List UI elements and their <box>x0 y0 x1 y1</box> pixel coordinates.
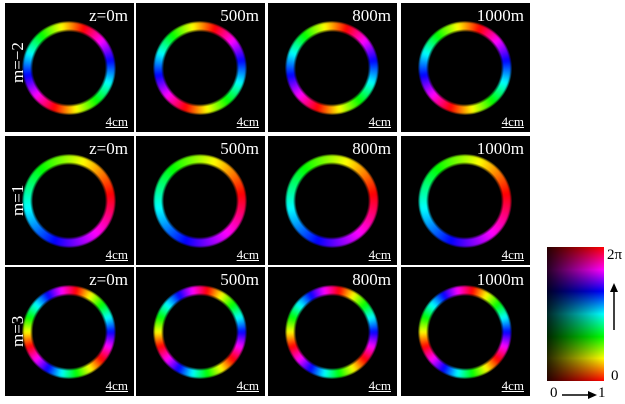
image-panel: 1000m 4cm <box>401 3 530 132</box>
distance-label: z=0m <box>89 6 128 26</box>
distance-label: 500m <box>220 6 259 26</box>
beam-ring <box>418 285 512 379</box>
image-panel: z=0m 4cm m=3 <box>5 267 134 396</box>
distance-label: 800m <box>352 139 391 159</box>
image-panel: 1000m 4cm <box>401 136 530 265</box>
distance-label: 1000m <box>477 6 524 26</box>
image-panel: z=0m 4cm m=−2 <box>5 3 134 132</box>
beam-ring <box>153 154 247 248</box>
image-panel: z=0m 4cm m=1 <box>5 136 134 265</box>
image-panel: 500m 4cm <box>136 3 265 132</box>
row-label: m=1 <box>8 185 28 216</box>
scale-bar: 4cm <box>106 114 128 130</box>
beam-ring <box>285 21 379 115</box>
image-panel: 800m 4cm <box>268 136 397 265</box>
scale-bar: 4cm <box>369 247 391 263</box>
figure: 2π 0 0 1 z=0m4cmm=−2500m4cm800m4cm1000m4… <box>0 0 625 404</box>
distance-label: 500m <box>220 139 259 159</box>
scale-bar: 4cm <box>369 378 391 394</box>
distance-label: 800m <box>352 270 391 290</box>
scale-bar: 4cm <box>237 378 259 394</box>
distance-label: z=0m <box>89 139 128 159</box>
beam-ring <box>22 21 116 115</box>
scale-bar: 4cm <box>502 378 524 394</box>
image-panel: 800m 4cm <box>268 267 397 396</box>
beam-ring <box>22 154 116 248</box>
beam-ring <box>285 285 379 379</box>
distance-label: 500m <box>220 270 259 290</box>
beam-ring <box>153 285 247 379</box>
up-arrow-head <box>610 283 618 292</box>
beam-ring <box>22 285 116 379</box>
scale-bar: 4cm <box>502 114 524 130</box>
scale-bar: 4cm <box>106 247 128 263</box>
distance-label: 1000m <box>477 139 524 159</box>
beam-ring <box>418 154 512 248</box>
right-arrow-head <box>588 391 597 399</box>
row-label: m=3 <box>8 316 28 347</box>
image-panel: 800m 4cm <box>268 3 397 132</box>
distance-label: 1000m <box>477 270 524 290</box>
beam-ring <box>153 21 247 115</box>
beam-ring <box>418 21 512 115</box>
scale-bar: 4cm <box>106 378 128 394</box>
distance-label: z=0m <box>89 270 128 290</box>
scale-bar: 4cm <box>237 247 259 263</box>
scale-bar: 4cm <box>369 114 391 130</box>
image-panel: 500m 4cm <box>136 267 265 396</box>
image-panel: 1000m 4cm <box>401 267 530 396</box>
scale-bar: 4cm <box>502 247 524 263</box>
row-label: m=−2 <box>8 42 28 83</box>
distance-label: 800m <box>352 6 391 26</box>
scale-bar: 4cm <box>237 114 259 130</box>
image-panel: 500m 4cm <box>136 136 265 265</box>
beam-ring <box>285 154 379 248</box>
